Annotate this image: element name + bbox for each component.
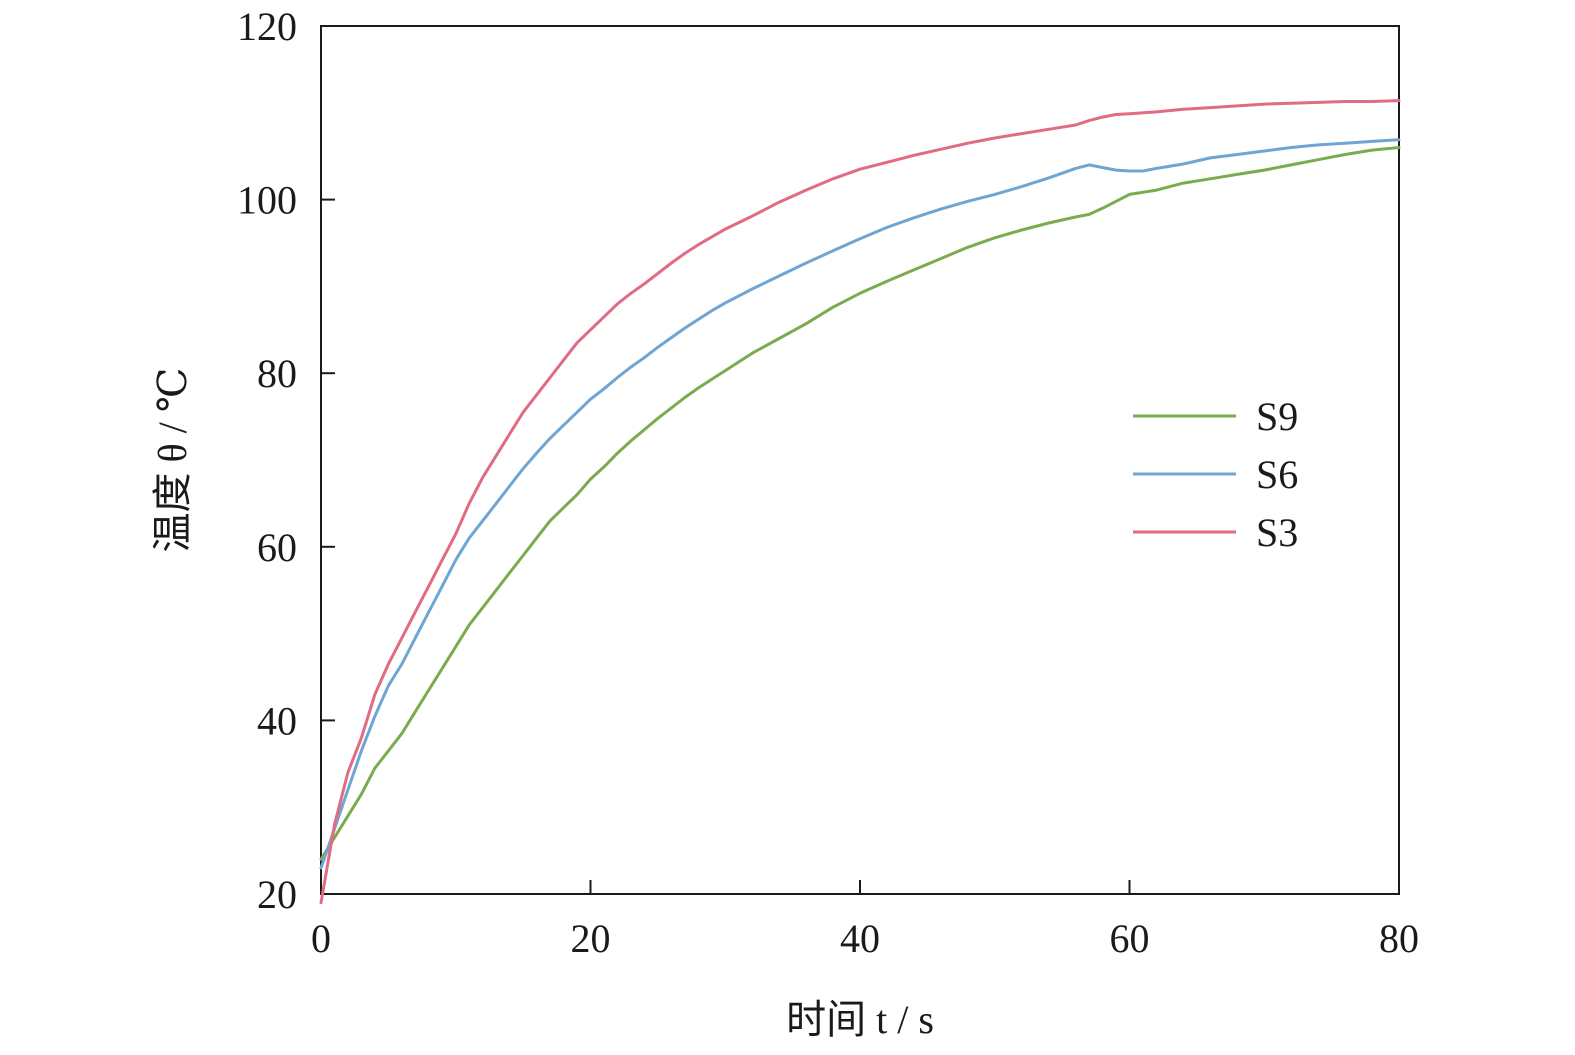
legend-label-s6: S6: [1256, 452, 1298, 497]
series-line-s3: [319, 99, 1401, 905]
plot-frame: [320, 25, 1400, 895]
y-tick-label: 80: [257, 351, 297, 396]
y-tick-label: 100: [237, 178, 297, 223]
x-tick-label: 80: [1379, 916, 1419, 961]
y-axis-title: 温度 θ / ℃: [150, 367, 195, 552]
legend-label-s3: S3: [1256, 510, 1298, 555]
y-tick-label: 120: [237, 4, 297, 49]
y-tick-label: 40: [257, 698, 297, 743]
x-tick-label: 20: [571, 916, 611, 961]
series-lines: [319, 99, 1401, 905]
x-tick-label: 0: [311, 916, 331, 961]
y-tick-label: 60: [257, 525, 297, 570]
series-line-s6: [319, 138, 1401, 870]
x-tick-label: 60: [1110, 916, 1150, 961]
y-axis-ticks: 20 40 60 80 100 120: [237, 4, 335, 917]
legend: S9 S6 S3: [1133, 394, 1298, 555]
x-tick-label: 40: [840, 916, 880, 961]
x-axis-title: 时间 t / s: [786, 997, 934, 1042]
series-line-s9: [319, 146, 1401, 861]
y-tick-label: 20: [257, 872, 297, 917]
x-axis-ticks: 0 20 40 60 80: [311, 880, 1419, 961]
legend-label-s9: S9: [1256, 394, 1298, 439]
